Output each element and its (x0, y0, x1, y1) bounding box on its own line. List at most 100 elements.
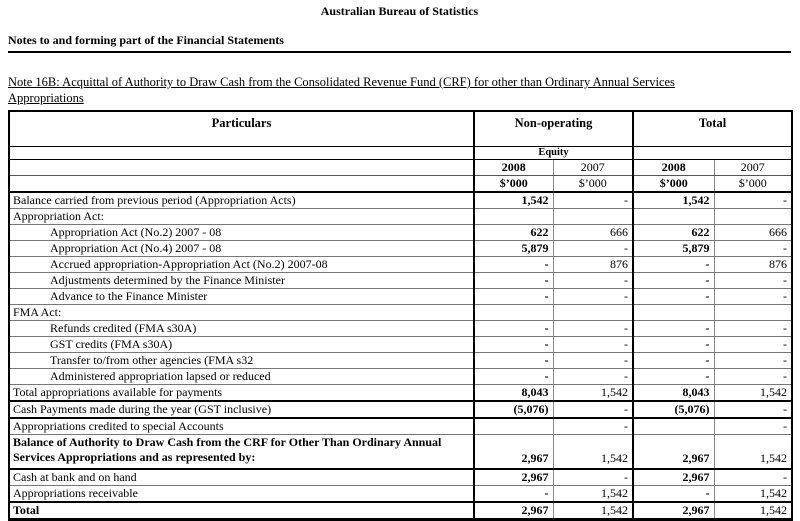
column-group-total: Total (633, 111, 793, 147)
value-cell: - (474, 288, 554, 305)
value-cell: 2,967 (633, 501, 715, 519)
table-row: Total 2,967 1,542 2,967 1,542 (9, 501, 792, 519)
table-row: Administered appropriation lapsed or red… (9, 368, 793, 385)
value-cell (714, 304, 793, 321)
value-cell: - (714, 272, 793, 289)
table-row: Advance to the Finance Minister - - - - (9, 288, 793, 305)
value-cell: - (714, 368, 793, 385)
value-cell: - (633, 256, 715, 273)
value-cell: - (714, 240, 793, 257)
value-cell: - (633, 320, 715, 337)
value-cell: 1,542 (714, 485, 793, 503)
value-cell: - (553, 417, 634, 435)
value-cell: - (553, 288, 634, 305)
value-cell: - (474, 256, 554, 273)
value-cell: (5,076) (474, 400, 554, 419)
row-label: Cash Payments made during the year (GST … (9, 400, 475, 419)
value-cell: - (553, 400, 634, 419)
unit-header: $’000 (553, 175, 634, 193)
appropriations-table: Particulars Non-operating Total Equity 2… (8, 110, 794, 521)
value-cell: 622 (633, 224, 715, 241)
row-label: Advance to the Finance Minister (9, 288, 475, 305)
year-header: 2007 (553, 159, 634, 176)
year-header: 2007 (714, 159, 793, 176)
year-header: 2008 (633, 159, 715, 176)
value-cell: (5,076) (633, 400, 715, 419)
row-label: Appropriations receivable (9, 485, 475, 503)
row-label: Administered appropriation lapsed or red… (9, 368, 475, 385)
year-header: 2008 (474, 159, 554, 176)
row-label: Total (9, 501, 475, 519)
row-label: Total appropriations available for payme… (9, 384, 475, 402)
value-cell: 1,542 (633, 191, 715, 209)
value-cell: 1,542 (714, 434, 793, 470)
row-label: FMA Act: (9, 304, 475, 321)
value-cell: 2,967 (474, 501, 554, 519)
note-title-line1: Note 16B: Acquittal of Authority to Draw… (8, 75, 675, 89)
value-cell (553, 208, 634, 225)
note-title: Note 16B: Acquittal of Authority to Draw… (8, 74, 791, 106)
table-row: Appropriation Act: (9, 208, 793, 225)
value-cell: 1,542 (553, 434, 634, 470)
value-cell: - (474, 352, 554, 369)
value-cell: - (714, 191, 793, 209)
empty-cell (9, 159, 475, 176)
column-header-particulars: Particulars (9, 111, 475, 147)
equity-subheader-row: Equity (9, 146, 793, 160)
table-row: Balance of Authority to Draw Cash from t… (9, 434, 793, 470)
value-cell: - (633, 336, 715, 353)
value-cell (633, 208, 715, 225)
value-cell: 666 (714, 224, 793, 241)
table-row: Appropriations receivable - 1,542 - 1,54… (9, 485, 793, 503)
column-group-non-operating: Non-operating (474, 111, 634, 147)
value-cell: - (714, 288, 793, 305)
value-cell: - (714, 336, 793, 353)
value-cell: - (714, 417, 793, 435)
value-cell (633, 304, 715, 321)
value-cell (474, 417, 554, 435)
row-label: Cash at bank and on hand (9, 468, 475, 486)
value-cell: 2,967 (633, 434, 715, 470)
table-row: Accrued appropriation-Appropriation Act … (9, 256, 793, 273)
table-row: Appropriation Act (No.2) 2007 - 08 622 6… (9, 224, 793, 241)
value-cell: - (553, 468, 634, 486)
value-cell: - (474, 368, 554, 385)
table-row: Appropriations credited to special Accou… (9, 417, 793, 435)
row-label: Refunds credited (FMA s30A) (9, 320, 475, 337)
value-cell: - (553, 368, 634, 385)
value-cell: - (474, 336, 554, 353)
table-row: Cash at bank and on hand 2,967 - 2,967 - (9, 468, 793, 486)
empty-cell (9, 146, 475, 160)
unit-header: $’000 (633, 175, 715, 193)
value-cell: - (474, 272, 554, 289)
value-cell: 622 (474, 224, 554, 241)
row-label: Balance carried from previous period (Ap… (9, 191, 475, 209)
value-cell: 8,043 (633, 384, 715, 402)
table-row: Balance carried from previous period (Ap… (9, 191, 793, 209)
org-title: Australian Bureau of Statistics (320, 4, 479, 18)
value-cell: - (553, 240, 634, 257)
value-cell: - (553, 320, 634, 337)
value-cell: 5,879 (474, 240, 554, 257)
value-cell: 1,542 (553, 485, 634, 503)
value-cell (714, 208, 793, 225)
value-cell: 1,542 (553, 384, 634, 402)
table-row: Adjustments determined by the Finance Mi… (9, 272, 793, 289)
row-label: Appropriations credited to special Accou… (9, 417, 475, 435)
value-cell: - (633, 272, 715, 289)
table-row: Appropriation Act (No.4) 2007 - 08 5,879… (9, 240, 793, 257)
row-label: Adjustments determined by the Finance Mi… (9, 272, 475, 289)
unit-header-row: $’000 $’000 $’000 $’000 (9, 175, 793, 193)
note-title-line2: Appropriations (8, 91, 84, 105)
table-row: GST credits (FMA s30A) - - - - (9, 336, 793, 353)
value-cell: 666 (553, 224, 634, 241)
value-cell: - (714, 352, 793, 369)
value-cell: - (714, 468, 793, 486)
empty-cell (633, 146, 793, 160)
value-cell: - (633, 288, 715, 305)
value-cell: 1,542 (474, 191, 554, 209)
value-cell: 8,043 (474, 384, 554, 402)
value-cell: 2,967 (474, 468, 554, 486)
value-cell: 5,879 (633, 240, 715, 257)
row-label: Appropriation Act (No.2) 2007 - 08 (9, 224, 475, 241)
